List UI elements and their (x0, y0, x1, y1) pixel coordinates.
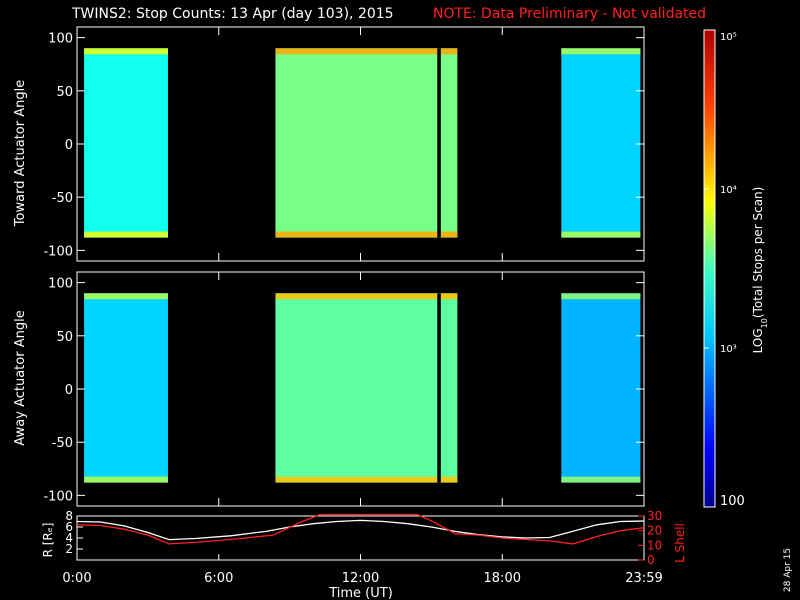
x-tick-label: 23:59 (625, 571, 662, 586)
heatmap-edge-band (84, 293, 168, 300)
heatmap-edge-band (275, 48, 458, 55)
colorbar-tick-label: 10⁵ (720, 32, 737, 43)
orbit-lines (77, 513, 644, 545)
y-tick-label: -50 (52, 436, 73, 451)
orbit-y2-tick-label: 30 (647, 509, 662, 523)
y-tick-label: 50 (56, 330, 73, 345)
y-tick-label: -100 (43, 244, 73, 259)
x-tick-label: 0:00 (62, 571, 91, 586)
orbit-y2-tick-label: 0 (647, 553, 655, 567)
heatmap-edge-band (275, 293, 458, 300)
svg-text:28 Apr 15: 28 Apr 15 (783, 548, 793, 592)
y-tick-label: 0 (65, 138, 73, 153)
colorbar-tick-label: 10³ (720, 344, 737, 355)
orbit-y-tick-label: 6 (65, 520, 73, 534)
heatmap-away-interval-2 (275, 293, 458, 483)
heatmap-data-gap (437, 48, 441, 238)
away-y-axis-label: Away Actuator Angle (13, 310, 28, 445)
y-tick-label: 100 (48, 32, 73, 47)
heatmap-edge-band (561, 48, 641, 55)
away-heatmap-cells (84, 293, 641, 483)
axes-layer: 100500-50-100100500-50-100246801020300:0… (43, 26, 663, 586)
colorbar-label: LOG10(Total Stops per Scan) (751, 187, 769, 354)
heatmap-edge-band (275, 476, 458, 483)
heatmap-edge-band (84, 48, 168, 55)
heatmap-away-interval-3 (561, 293, 641, 483)
orbit-y-tick-label: 8 (65, 509, 73, 523)
colorbar-ticks: 10⁵ 10⁴ 10³ 100 (704, 29, 745, 509)
heatmap-edge-band (561, 293, 641, 300)
y-tick-label: -50 (52, 191, 73, 206)
heatmap-toward-interval-2 (275, 48, 458, 238)
y-tick-label: -100 (43, 489, 73, 504)
colorbar-tick-label: 10⁴ (720, 185, 737, 196)
heatmap-away-interval-1 (84, 293, 168, 483)
x-tick-label: 18:00 (484, 571, 521, 586)
colorbar (703, 29, 716, 508)
heatmap-edge-band (561, 476, 641, 483)
x-tick-label: 12:00 (342, 571, 379, 586)
orbit-y-tick-label: 2 (65, 542, 73, 556)
heatmap-edge-band (84, 231, 168, 238)
x-tick-label: 6:00 (204, 571, 233, 586)
chart-title: TWINS2: Stop Counts: 13 Apr (day 103), 2… (72, 6, 394, 22)
heatmap-data-gap (437, 293, 441, 483)
date-stamp: 28 Apr 15 (783, 548, 793, 592)
orbit-plot-frame (76, 515, 645, 561)
orbit-y2-tick-label: 10 (647, 538, 662, 552)
y-tick-label: 0 (65, 383, 73, 398)
orbit-y2-axis-label: L Shell (673, 523, 687, 563)
colorbar-tick-label: 100 (720, 494, 745, 509)
heatmap-toward-interval-1 (84, 48, 168, 238)
x-axis-label: Time (UT) (328, 586, 393, 600)
y-tick-label: 50 (56, 85, 73, 100)
r-distance-line (77, 519, 644, 541)
toward-y-axis-label: Toward Actuator Angle (13, 80, 28, 227)
heatmap-edge-band (275, 231, 458, 238)
orbit-y-tick-label: 4 (65, 531, 73, 545)
orbit-y2-tick-label: 20 (647, 524, 662, 538)
heatmap-edge-band (84, 476, 168, 483)
y-tick-label: 100 (48, 277, 73, 292)
heatmap-toward-interval-3 (561, 48, 641, 238)
preliminary-note: NOTE: Data Preliminary - Not validated (433, 6, 707, 22)
l-shell-line (77, 513, 644, 545)
toward-heatmap-cells (84, 48, 641, 238)
heatmap-edge-band (561, 231, 641, 238)
orbit-y-axis-label: R [Rₑ] (41, 523, 55, 558)
